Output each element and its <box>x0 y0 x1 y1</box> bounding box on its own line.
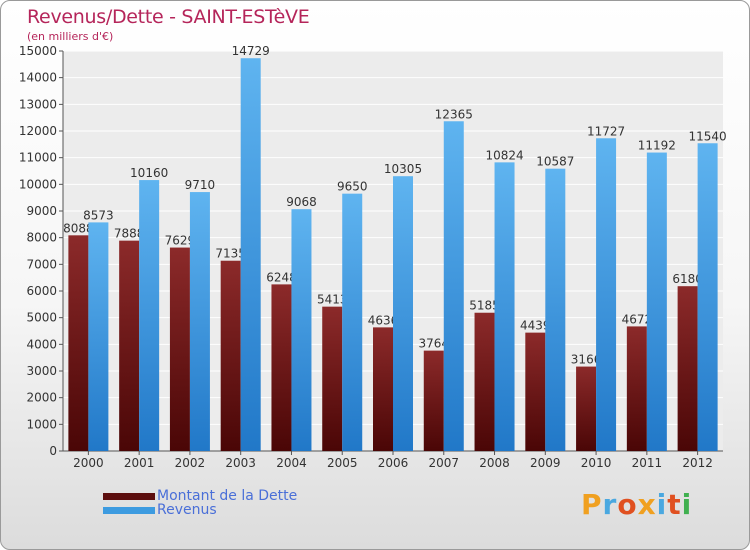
y-tick-label: 2000 <box>26 391 57 405</box>
data-label-revenus: 8573 <box>83 208 114 222</box>
x-tick-label: 2008 <box>479 456 510 470</box>
data-label-dette: 4439 <box>520 319 551 333</box>
y-tick-label: 7000 <box>26 257 57 271</box>
y-tick-label: 10000 <box>19 177 57 191</box>
bar-dette <box>373 327 393 451</box>
chart-subtitle: (en milliers d'€) <box>27 30 114 43</box>
bar-revenus <box>596 138 617 451</box>
x-tick-label: 2001 <box>124 456 155 470</box>
data-label-revenus: 10587 <box>536 155 574 169</box>
x-tick-label: 2010 <box>581 456 612 470</box>
data-label-dette: 7629 <box>165 234 196 248</box>
x-tick-label: 2007 <box>428 456 459 470</box>
bar-revenus <box>697 143 718 451</box>
bar-dette <box>169 247 190 451</box>
legend-swatch-dette <box>103 493 155 500</box>
x-tick-label: 2002 <box>175 456 206 470</box>
bar-revenus <box>342 193 363 451</box>
bar-revenus <box>393 176 413 451</box>
bar-revenus <box>240 58 261 452</box>
data-label-revenus: 10824 <box>485 148 523 162</box>
y-tick-label: 8000 <box>26 231 57 245</box>
data-label-revenus: 12365 <box>435 107 473 121</box>
data-label-revenus: 11192 <box>638 139 676 153</box>
x-tick-label: 2012 <box>682 456 713 470</box>
bar-revenus <box>494 162 515 452</box>
data-label-revenus: 9650 <box>337 180 368 194</box>
bar-dette <box>626 326 647 451</box>
data-label-revenus: 14729 <box>232 44 270 58</box>
y-tick-label: 14000 <box>19 71 57 85</box>
data-label-dette: 6180 <box>672 272 703 286</box>
bar-revenus <box>189 192 210 452</box>
x-tick-label: 2005 <box>327 456 358 470</box>
data-label-revenus: 10305 <box>384 162 422 176</box>
data-label-dette: 5185 <box>469 299 500 313</box>
data-label-revenus: 11540 <box>689 129 727 143</box>
y-tick-label: 9000 <box>26 204 57 218</box>
y-tick-label: 4000 <box>26 337 57 351</box>
bar-dette <box>322 306 343 451</box>
bar-dette <box>220 260 241 451</box>
x-tick-label: 2004 <box>276 456 307 470</box>
x-tick-label: 2009 <box>530 456 561 470</box>
bar-dette <box>119 240 140 451</box>
x-tick-label: 2000 <box>73 456 104 470</box>
y-tick-label: 12000 <box>19 124 57 138</box>
data-label-dette: 7888 <box>114 227 145 241</box>
legend-swatch-revenus <box>103 507 155 514</box>
data-label-dette: 3166 <box>571 353 602 367</box>
data-label-dette: 5413 <box>317 293 348 307</box>
data-label-revenus: 11727 <box>587 124 625 138</box>
bar-revenus <box>545 168 566 451</box>
bar-revenus <box>443 121 464 452</box>
y-tick-label: 6000 <box>26 284 57 298</box>
x-tick-label: 2006 <box>378 456 409 470</box>
data-label-revenus: 10160 <box>130 166 168 180</box>
data-label-dette: 3764 <box>418 337 449 351</box>
data-label-revenus: 9710 <box>185 178 216 192</box>
bar-dette <box>525 332 546 451</box>
bar-dette <box>677 286 698 451</box>
x-tick-label: 2003 <box>225 456 256 470</box>
bar-dette <box>474 312 495 451</box>
chart-title: Revenus/Dette - SAINT-ESTèVE <box>27 6 310 28</box>
bar-dette <box>271 284 292 451</box>
legend-label-revenus: Revenus <box>157 502 217 518</box>
y-tick-label: 5000 <box>26 311 57 325</box>
bar-dette <box>423 350 444 451</box>
bar-revenus <box>88 222 109 451</box>
bar-dette <box>68 235 89 451</box>
y-tick-label: 13000 <box>19 97 57 111</box>
y-tick-label: 3000 <box>26 364 57 378</box>
bar-dette <box>576 366 597 451</box>
proxiti-logo: Proxiti <box>581 488 693 521</box>
legend-label-dette: Montant de la Dette <box>157 488 298 504</box>
bar-revenus <box>646 152 667 451</box>
bar-revenus <box>139 180 160 452</box>
data-label-dette: 8088 <box>63 221 94 235</box>
y-tick-label: 11000 <box>19 151 57 165</box>
bar-revenus <box>291 209 312 451</box>
data-label-dette: 6248 <box>266 270 297 284</box>
y-tick-label: 0 <box>49 444 57 458</box>
data-label-dette: 7135 <box>215 247 246 261</box>
data-label-dette: 4672 <box>622 312 653 326</box>
data-label-revenus: 9068 <box>286 195 317 209</box>
y-tick-label: 15000 <box>19 44 57 58</box>
data-label-dette: 4636 <box>368 313 399 327</box>
y-tick-label: 1000 <box>26 417 57 431</box>
x-tick-label: 2011 <box>632 456 663 470</box>
